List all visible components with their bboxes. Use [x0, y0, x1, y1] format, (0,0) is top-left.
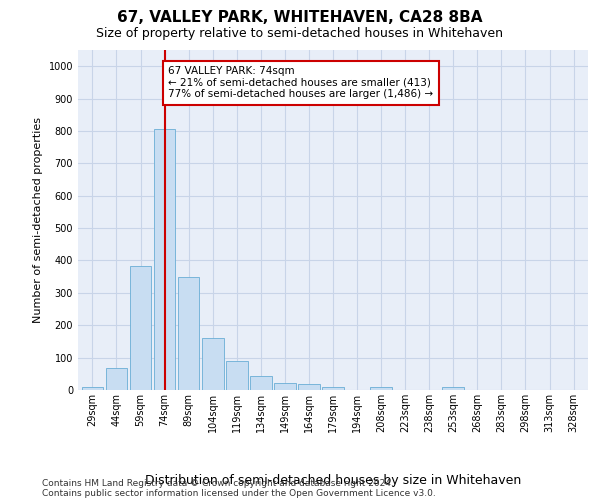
Bar — [178, 276, 199, 390]
Bar — [130, 266, 151, 390]
Bar — [442, 387, 464, 390]
Bar — [370, 387, 392, 390]
X-axis label: Distribution of semi-detached houses by size in Whitehaven: Distribution of semi-detached houses by … — [145, 474, 521, 487]
Text: Contains public sector information licensed under the Open Government Licence v3: Contains public sector information licen… — [42, 489, 436, 498]
Text: Contains HM Land Registry data © Crown copyright and database right 2024.: Contains HM Land Registry data © Crown c… — [42, 479, 394, 488]
Bar — [322, 387, 344, 390]
Bar — [154, 130, 175, 390]
Text: 67, VALLEY PARK, WHITEHAVEN, CA28 8BA: 67, VALLEY PARK, WHITEHAVEN, CA28 8BA — [117, 10, 483, 25]
Text: Size of property relative to semi-detached houses in Whitehaven: Size of property relative to semi-detach… — [97, 28, 503, 40]
Y-axis label: Number of semi-detached properties: Number of semi-detached properties — [33, 117, 43, 323]
Bar — [202, 338, 224, 390]
Bar — [298, 384, 320, 390]
Bar — [250, 376, 272, 390]
Bar — [226, 361, 248, 390]
Bar — [82, 388, 103, 390]
Bar — [106, 368, 127, 390]
Text: 67 VALLEY PARK: 74sqm
← 21% of semi-detached houses are smaller (413)
77% of sem: 67 VALLEY PARK: 74sqm ← 21% of semi-deta… — [168, 66, 433, 100]
Bar — [274, 383, 296, 390]
